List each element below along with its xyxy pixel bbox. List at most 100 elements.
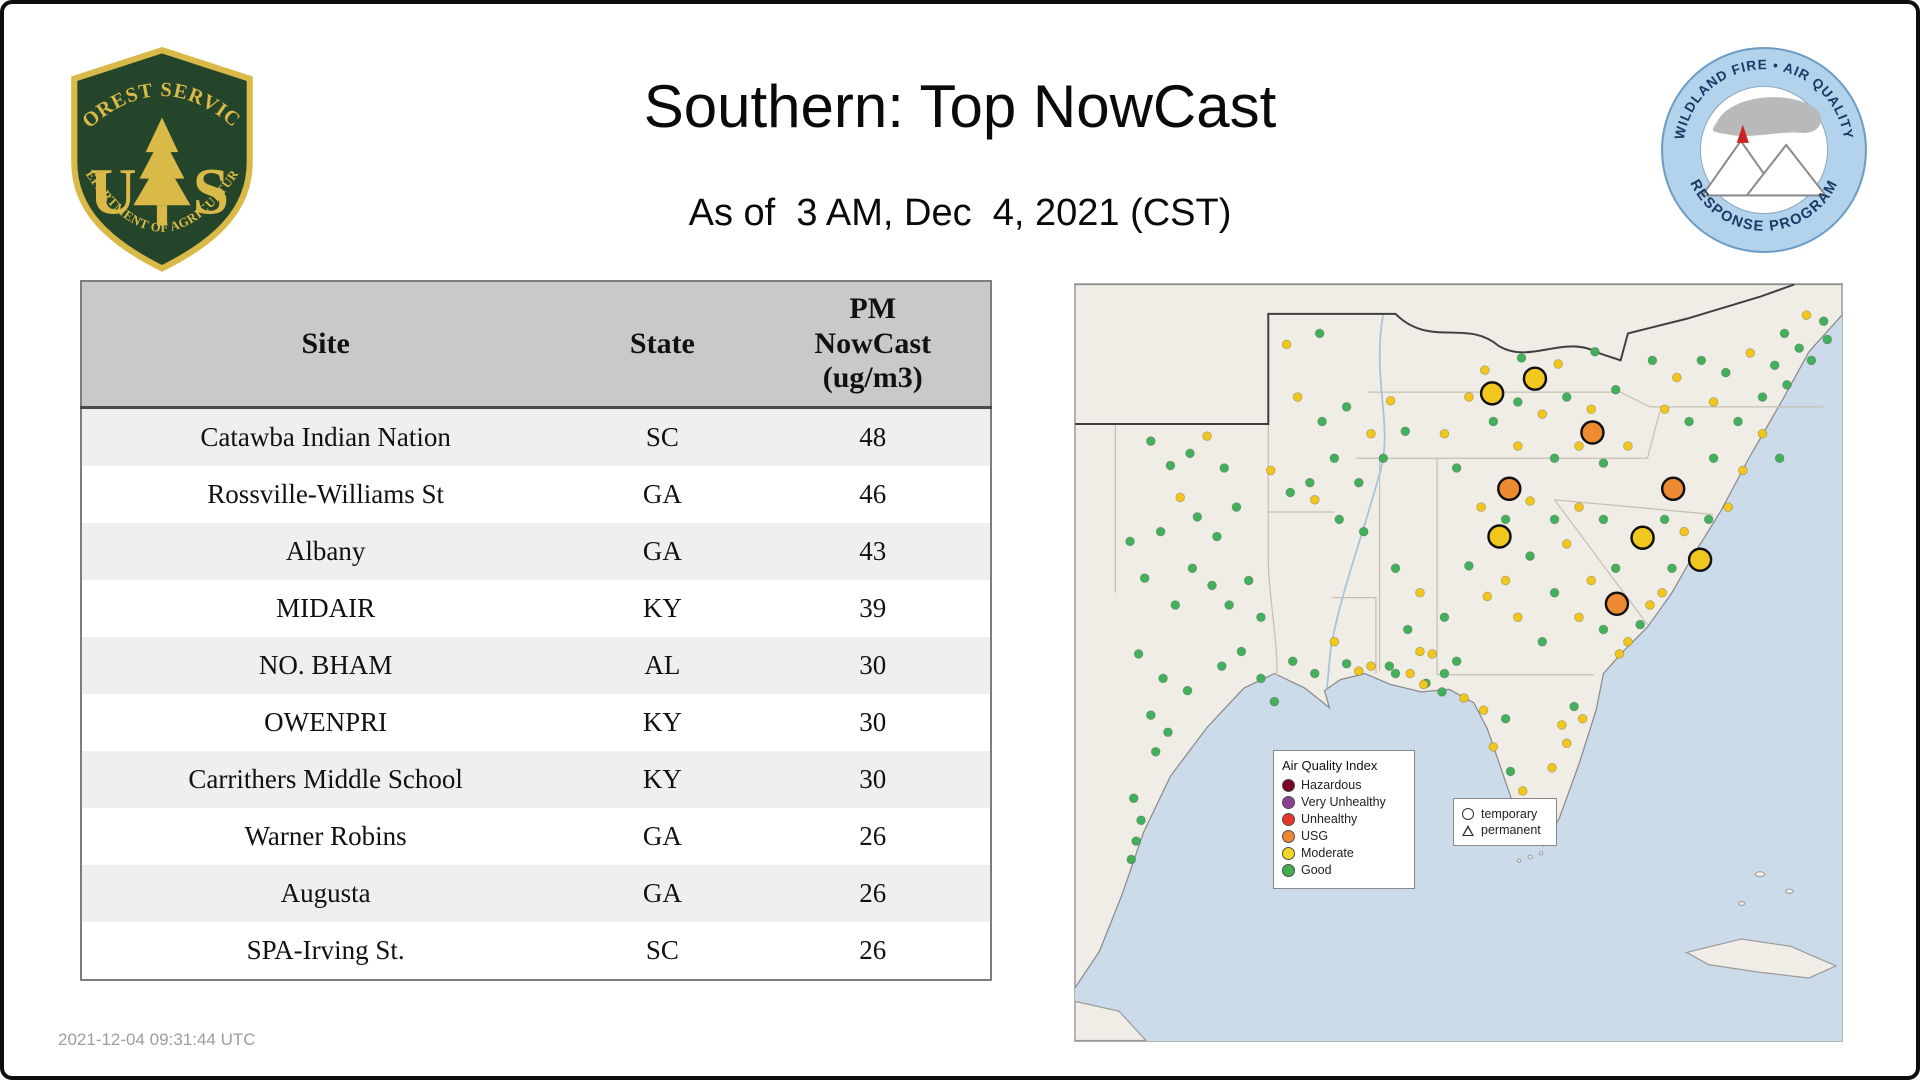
map-site-marker xyxy=(1537,409,1548,419)
aqi-legend-item: Very Unhealthy xyxy=(1282,795,1406,809)
map-site-marker xyxy=(1136,815,1146,826)
map-site-marker xyxy=(1415,646,1425,657)
map-site-marker xyxy=(1598,514,1609,525)
map-site-marker xyxy=(1574,612,1584,623)
aqi-legend-item: Unhealthy xyxy=(1282,812,1406,826)
map-site-marker xyxy=(1265,465,1276,476)
pm-value-cell: 46 xyxy=(859,478,887,509)
map-graphic xyxy=(1075,284,1842,1041)
map-site-marker xyxy=(1256,612,1266,623)
temporary-monitor-icon xyxy=(1462,808,1474,820)
map-site-marker xyxy=(1801,310,1812,320)
map-site-marker xyxy=(1212,531,1222,542)
map-site-marker xyxy=(1610,384,1621,395)
map-site-marker xyxy=(1517,786,1528,796)
map-site-marker xyxy=(1187,563,1198,574)
aqi-color-swatch xyxy=(1282,778,1295,792)
map-site-marker xyxy=(1366,428,1376,439)
small-islands xyxy=(1516,851,1794,906)
map-site-marker xyxy=(1415,588,1425,598)
pm-value-cell: 30 xyxy=(859,763,887,794)
map-site-marker xyxy=(1170,600,1181,610)
map-site-marker xyxy=(1547,762,1557,773)
map-site-marker xyxy=(1378,453,1389,463)
map-site-marker xyxy=(1623,441,1633,451)
column-header-pm-text: PM NowCast (ug/m3) xyxy=(814,292,932,394)
map-site-marker xyxy=(1488,742,1499,752)
map-site-marker xyxy=(1782,380,1792,390)
permanent-legend-row: permanent xyxy=(1462,823,1548,837)
map-site-marker xyxy=(1459,693,1469,703)
map-site-marker xyxy=(1757,428,1768,439)
map-site-marker xyxy=(1175,492,1185,503)
map-site-marker xyxy=(1358,526,1369,537)
site-cell: Carrithers Middle School xyxy=(188,763,463,794)
map-site-marker xyxy=(1703,514,1714,525)
map-site-marker xyxy=(1657,588,1667,598)
usfs-logo: FOREST SERVICE U S DEPARTMENT OF AGRICUL… xyxy=(53,25,264,272)
map-site-marker xyxy=(1309,495,1320,505)
map-site-marker xyxy=(1439,668,1450,679)
site-cell: Albany xyxy=(285,535,366,566)
map-site-marker xyxy=(1418,679,1429,690)
map-site-marker xyxy=(1224,600,1234,610)
map-site-marker xyxy=(1500,714,1511,724)
map-site-marker xyxy=(1769,360,1780,371)
map-site-marker xyxy=(1366,661,1376,671)
map-site-marker-highlight xyxy=(1604,591,1630,617)
map-site-marker xyxy=(1219,463,1230,473)
pm-value-cell: 30 xyxy=(859,649,887,680)
map-site-marker xyxy=(1305,477,1315,488)
aqi-legend-label: Moderate xyxy=(1301,846,1354,860)
table-row: MIDAIR KY 39 xyxy=(81,579,991,637)
map-site-marker xyxy=(1163,727,1173,737)
permanent-label: permanent xyxy=(1481,823,1541,837)
map-site-marker xyxy=(1390,668,1401,679)
map-site-marker xyxy=(1659,404,1670,415)
state-cell: SC xyxy=(645,421,679,452)
pm-value-cell: 26 xyxy=(859,934,887,965)
map-site-marker xyxy=(1341,658,1352,669)
temporary-label: temporary xyxy=(1481,807,1538,821)
map-site-marker xyxy=(1146,436,1156,446)
map-site-marker xyxy=(1451,463,1462,473)
map-site-marker xyxy=(1513,397,1523,407)
state-cell: GA xyxy=(642,877,682,908)
map-site-marker xyxy=(1779,328,1790,339)
map-site-marker xyxy=(1818,316,1829,326)
site-cell: SPA-Irving St. xyxy=(246,934,405,965)
map-site-marker xyxy=(1341,402,1352,412)
map-site-marker xyxy=(1309,668,1320,679)
map-site-marker xyxy=(1287,656,1298,667)
table-row: Albany GA 43 xyxy=(81,522,991,580)
map-site-marker xyxy=(1292,392,1303,402)
aqi-legend-label: Unhealthy xyxy=(1301,812,1358,826)
map-site-marker xyxy=(1757,392,1768,402)
table-row: Rossville-Williams St GA 46 xyxy=(81,465,991,523)
map-site-marker xyxy=(1439,428,1450,439)
map-site-marker xyxy=(1513,441,1523,451)
site-cell: Warner Robins xyxy=(244,820,407,851)
map-site-marker xyxy=(1269,696,1280,707)
map-site-marker xyxy=(1126,854,1137,865)
aqi-legend-label: Hazardous xyxy=(1301,778,1362,792)
fire-flame-icon xyxy=(1736,124,1749,143)
map-site-marker xyxy=(1390,563,1401,574)
aqi-legend-title: Air Quality Index xyxy=(1282,758,1378,773)
map-site-marker xyxy=(1464,561,1474,571)
table-row: SPA-Irving St. SC 26 xyxy=(81,921,991,980)
state-cell: KY xyxy=(642,706,682,737)
pm-value-cell: 26 xyxy=(859,877,887,908)
state-cell: GA xyxy=(642,820,682,851)
map-site-marker xyxy=(1516,353,1527,363)
map-site-marker xyxy=(1635,619,1645,630)
map-site-marker xyxy=(1488,416,1499,427)
pm-value-cell: 39 xyxy=(859,592,887,623)
map-site-marker xyxy=(1158,673,1168,684)
wfaqrp-logo: WILDLAND FIRE • AIR QUALITY RESPONSE PRO… xyxy=(1658,44,1870,256)
map-site-marker xyxy=(1610,563,1621,574)
mountains-icon xyxy=(1700,139,1828,197)
generation-timestamp: 2021-12-04 09:31:44 UTC xyxy=(58,1030,256,1049)
map-site-marker xyxy=(1185,448,1195,459)
map-site-marker xyxy=(1329,636,1340,647)
